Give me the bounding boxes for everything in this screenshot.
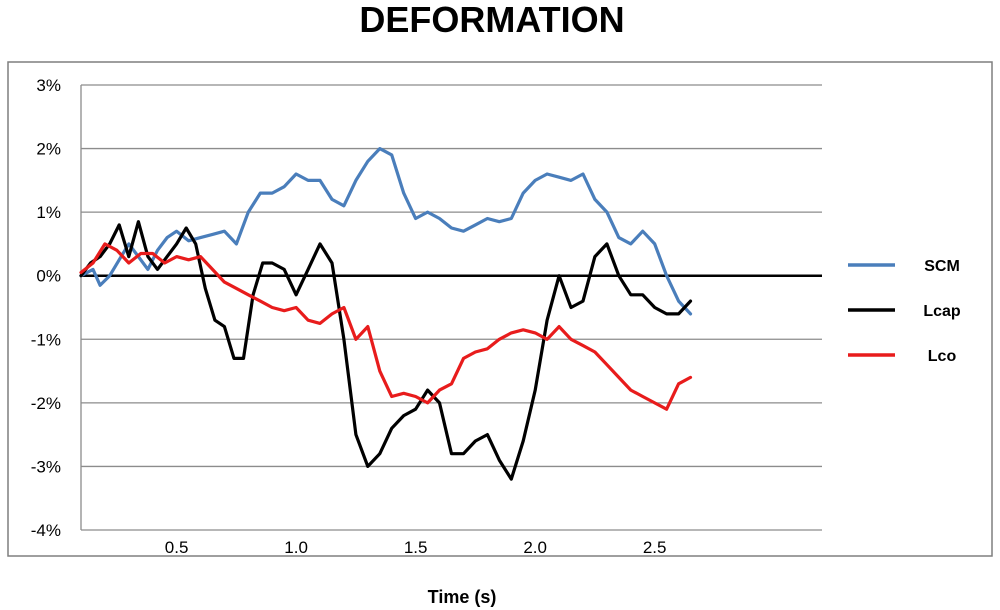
series-layer [79, 147, 693, 481]
x-axis-label: Time (s) [428, 587, 497, 607]
x-tick-label: 0.5 [165, 538, 189, 557]
x-tick-label: 1.5 [404, 538, 428, 557]
legend: SCM Lcap Lco [848, 258, 961, 365]
chart-frame [7, 61, 993, 557]
legend-label-scm: SCM [924, 258, 960, 275]
chart-title: DEFORMATION [359, 0, 624, 40]
series-line-scm [79, 147, 693, 316]
axis-layer [80, 85, 822, 530]
y-tick-label: 3% [36, 76, 61, 95]
series-line-lcap [79, 220, 693, 481]
y-tick-labels: 3% 2% 1% 0% -1% -2% -3% -4% [31, 76, 61, 540]
x-tick-label: 2.0 [523, 538, 547, 557]
x-tick-label: 2.5 [643, 538, 667, 557]
y-tick-label: 0% [36, 267, 61, 286]
y-tick-label: -2% [31, 394, 61, 413]
y-tick-label: -4% [31, 521, 61, 540]
x-tick-label: 1.0 [284, 538, 308, 557]
y-tick-label: -1% [31, 330, 61, 349]
legend-label-lco: Lco [928, 348, 957, 365]
y-tick-label: -3% [31, 457, 61, 476]
grid-layer [81, 84, 822, 531]
y-tick-label: 1% [36, 203, 61, 222]
x-tick-labels: 0.5 1.0 1.5 2.0 2.5 [165, 538, 667, 557]
legend-label-lcap: Lcap [923, 303, 961, 320]
series-line-lco [79, 242, 693, 411]
y-tick-label: 2% [36, 140, 61, 159]
